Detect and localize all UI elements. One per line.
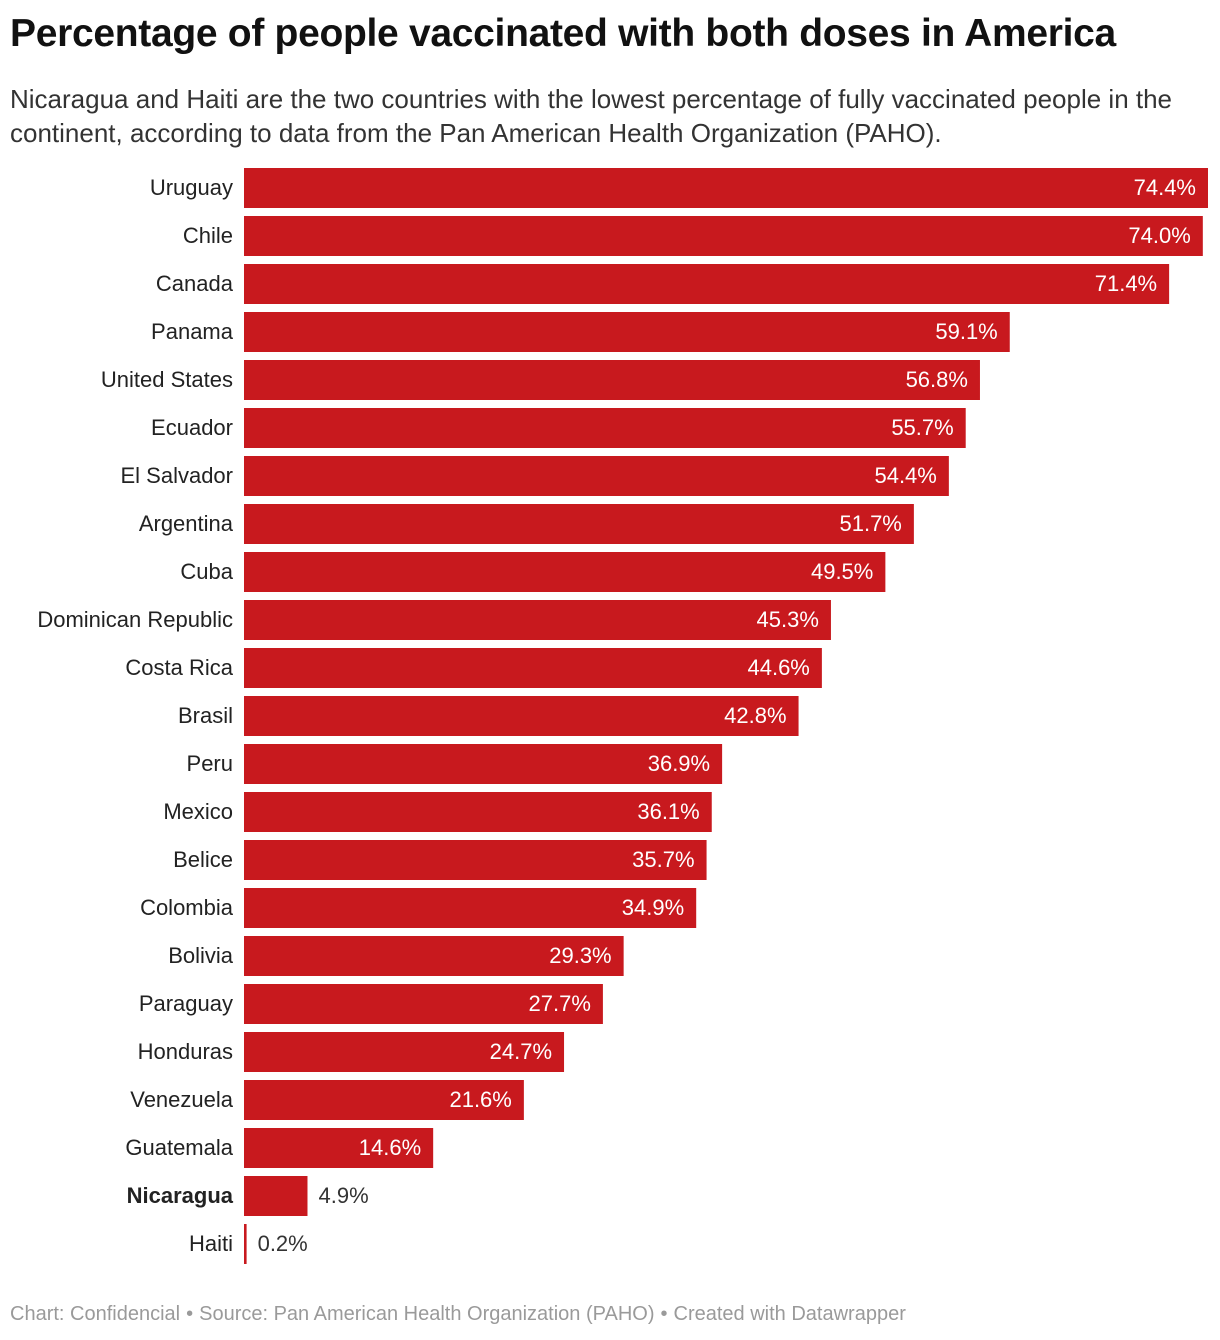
- bar-costa-rica: [244, 648, 822, 688]
- chart-credit: Chart: Confidencial: [10, 1303, 181, 1325]
- tool-credit: Created with Datawrapper: [673, 1303, 906, 1325]
- value-label-peru: 36.9%: [648, 751, 710, 776]
- bar-canada: [244, 264, 1170, 304]
- value-label-argentina: 51.7%: [839, 511, 901, 536]
- bar-chile: [244, 216, 1203, 256]
- bar-haiti: [244, 1224, 247, 1264]
- chart-footer: Chart: Confidencial • Source: Pan American…: [10, 1303, 906, 1326]
- value-label-haiti: 0.2%: [258, 1231, 308, 1256]
- value-label-guatemala: 14.6%: [359, 1135, 421, 1160]
- value-label-uruguay: 74.4%: [1134, 175, 1196, 200]
- category-label-brasil: Brasil: [178, 703, 233, 728]
- category-label-nicaragua: Nicaragua: [127, 1183, 234, 1208]
- value-label-costa-rica: 44.6%: [747, 655, 809, 680]
- bar-belice: [244, 840, 707, 880]
- category-label-el-salvador: El Salvador: [120, 463, 233, 488]
- category-label-chile: Chile: [183, 223, 233, 248]
- bar-uruguay: [244, 168, 1208, 208]
- bar-brasil: [244, 696, 799, 736]
- bar-dominican-republic: [244, 600, 831, 640]
- value-label-belice: 35.7%: [632, 847, 694, 872]
- bar-united-states: [244, 360, 980, 400]
- value-label-paraguay: 27.7%: [529, 991, 591, 1016]
- category-label-paraguay: Paraguay: [139, 991, 233, 1016]
- bar-cuba: [244, 552, 886, 592]
- value-label-nicaragua: 4.9%: [318, 1183, 368, 1208]
- bar-colombia: [244, 888, 697, 928]
- value-label-dominican-republic: 45.3%: [757, 607, 819, 632]
- value-label-honduras: 24.7%: [490, 1039, 552, 1064]
- value-label-united-states: 56.8%: [906, 367, 968, 392]
- chart-title: Percentage of people vaccinated with bot…: [10, 12, 1116, 55]
- category-label-guatemala: Guatemala: [125, 1135, 233, 1160]
- bar-nicaragua: [244, 1176, 308, 1216]
- value-label-bolivia: 29.3%: [549, 943, 611, 968]
- category-label-honduras: Honduras: [138, 1039, 233, 1064]
- category-label-belice: Belice: [173, 847, 233, 872]
- category-label-colombia: Colombia: [140, 895, 234, 920]
- category-label-dominican-republic: Dominican Republic: [37, 607, 233, 632]
- value-label-brasil: 42.8%: [724, 703, 786, 728]
- category-label-united-states: United States: [101, 367, 233, 392]
- value-label-chile: 74.0%: [1128, 223, 1190, 248]
- bar-argentina: [244, 504, 914, 544]
- category-label-haiti: Haiti: [189, 1231, 233, 1256]
- bar-panama: [244, 312, 1010, 352]
- bar-bolivia: [244, 936, 624, 976]
- value-label-cuba: 49.5%: [811, 559, 873, 584]
- value-label-panama: 59.1%: [935, 319, 997, 344]
- source-credit: Source: Pan American Health Organization…: [199, 1303, 655, 1325]
- category-label-venezuela: Venezuela: [130, 1087, 234, 1112]
- category-label-mexico: Mexico: [163, 799, 233, 824]
- category-label-uruguay: Uruguay: [150, 175, 233, 200]
- value-label-mexico: 36.1%: [637, 799, 699, 824]
- bar-guatemala: [244, 1128, 434, 1168]
- category-label-ecuador: Ecuador: [151, 415, 233, 440]
- footer-separator: •: [660, 1303, 668, 1325]
- bar-chart: Uruguay 74.4% Chile 74.0% Canada 71.4% Panama 5…: [37, 168, 1208, 1264]
- category-label-canada: Canada: [156, 271, 234, 296]
- category-label-peru: Peru: [187, 751, 233, 776]
- bar-mexico: [244, 792, 712, 832]
- bar-ecuador: [244, 408, 966, 448]
- bar-peru: [244, 744, 723, 784]
- bar-venezuela: [244, 1080, 524, 1120]
- bar-el-salvador: [244, 456, 949, 496]
- value-label-el-salvador: 54.4%: [874, 463, 936, 488]
- value-label-colombia: 34.9%: [622, 895, 684, 920]
- category-label-cuba: Cuba: [180, 559, 233, 584]
- footer-separator: •: [186, 1303, 194, 1325]
- bar-honduras: [244, 1032, 565, 1072]
- category-label-argentina: Argentina: [139, 511, 234, 536]
- category-label-bolivia: Bolivia: [168, 943, 234, 968]
- value-label-ecuador: 55.7%: [891, 415, 953, 440]
- chart-subtitle: Nicaragua and Haiti are the two countrie…: [10, 84, 1173, 148]
- bar-paraguay: [244, 984, 603, 1024]
- value-label-venezuela: 21.6%: [449, 1087, 511, 1112]
- category-label-costa-rica: Costa Rica: [125, 655, 233, 680]
- value-label-canada: 71.4%: [1095, 271, 1157, 296]
- category-label-panama: Panama: [151, 319, 234, 344]
